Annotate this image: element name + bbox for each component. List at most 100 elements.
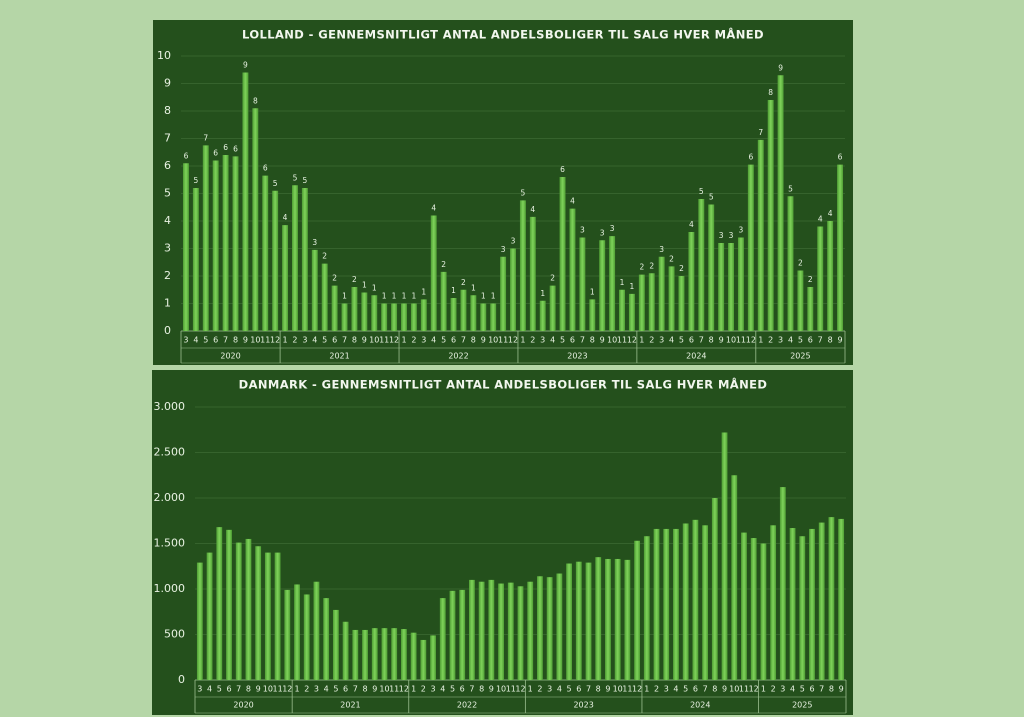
bar bbox=[728, 243, 735, 331]
x-tick-label: 8 bbox=[709, 336, 714, 345]
data-label: 6 bbox=[748, 153, 753, 162]
x-tick-label: 11 bbox=[506, 685, 516, 694]
data-label: 5 bbox=[709, 193, 714, 202]
x-tick-label: 2 bbox=[530, 336, 535, 345]
x-tick-label: 2 bbox=[292, 336, 297, 345]
bar bbox=[519, 200, 526, 331]
x-tick-label: 5 bbox=[217, 685, 222, 694]
bar bbox=[282, 225, 289, 331]
bar bbox=[410, 303, 417, 331]
x-tick-label: 5 bbox=[798, 336, 803, 345]
x-tick-label: 9 bbox=[256, 685, 261, 694]
x-tick-label: 11 bbox=[379, 336, 389, 345]
x-tick-label: 9 bbox=[719, 336, 724, 345]
y-tick-label: 2.000 bbox=[154, 491, 186, 504]
bar bbox=[643, 536, 650, 680]
x-tick-label: 7 bbox=[223, 336, 228, 345]
data-label: 1 bbox=[451, 286, 456, 295]
x-tick-label: 1 bbox=[639, 336, 644, 345]
bar bbox=[668, 266, 675, 331]
x-group-label: 2024 bbox=[690, 701, 710, 710]
x-tick-label: 3 bbox=[302, 336, 307, 345]
x-tick-label: 3 bbox=[314, 685, 319, 694]
bar bbox=[789, 528, 796, 680]
data-label: 1 bbox=[630, 282, 635, 291]
x-tick-label: 10 bbox=[726, 336, 736, 345]
bar bbox=[420, 639, 427, 680]
data-label: 3 bbox=[719, 231, 724, 240]
data-label: 2 bbox=[550, 274, 555, 283]
x-tick-label: 8 bbox=[246, 685, 251, 694]
bar bbox=[718, 243, 725, 331]
y-tick-label: 6 bbox=[164, 159, 171, 172]
bar bbox=[767, 100, 774, 331]
data-label: 9 bbox=[778, 63, 783, 72]
x-group-label: 2020 bbox=[220, 352, 240, 361]
x-tick-label: 4 bbox=[673, 685, 678, 694]
y-tick-label: 0 bbox=[178, 673, 185, 686]
x-tick-label: 6 bbox=[693, 685, 698, 694]
x-tick-label: 5 bbox=[322, 336, 327, 345]
data-label: 2 bbox=[639, 263, 644, 272]
x-tick-label: 4 bbox=[207, 685, 212, 694]
bar bbox=[381, 303, 388, 331]
bar bbox=[688, 232, 695, 331]
data-label: 3 bbox=[659, 245, 664, 254]
data-label: 8 bbox=[253, 96, 258, 105]
x-tick-label: 5 bbox=[800, 685, 805, 694]
x-tick-label: 10 bbox=[369, 336, 379, 345]
x-tick-label: 5 bbox=[203, 336, 208, 345]
bar bbox=[321, 263, 328, 331]
bar bbox=[559, 177, 566, 331]
bar bbox=[827, 221, 834, 331]
bar bbox=[777, 75, 784, 331]
bar bbox=[264, 552, 271, 680]
y-tick-label: 5 bbox=[164, 187, 171, 200]
bar bbox=[507, 582, 514, 680]
bar bbox=[653, 528, 660, 680]
data-label: 2 bbox=[649, 261, 654, 270]
bar bbox=[556, 573, 563, 680]
bar bbox=[351, 287, 358, 331]
bar bbox=[747, 164, 754, 331]
bar bbox=[202, 145, 209, 331]
y-tick-label: 3.000 bbox=[154, 400, 186, 413]
x-tick-label: 2 bbox=[537, 685, 542, 694]
bar bbox=[589, 299, 596, 331]
bar bbox=[702, 525, 709, 680]
x-tick-label: 4 bbox=[193, 336, 198, 345]
data-label: 3 bbox=[610, 224, 615, 233]
chart-title: LOLLAND - GENNEMSNITLIGT ANTAL ANDELSBOL… bbox=[242, 27, 764, 42]
data-label: 6 bbox=[213, 149, 218, 158]
x-tick-label: 7 bbox=[699, 336, 704, 345]
data-label: 4 bbox=[828, 209, 833, 218]
bar bbox=[799, 536, 806, 680]
bar bbox=[291, 185, 298, 331]
bar bbox=[331, 285, 338, 331]
x-tick-label: 3 bbox=[540, 336, 545, 345]
bar bbox=[757, 139, 764, 331]
bar bbox=[470, 295, 477, 331]
x-tick-label: 9 bbox=[481, 336, 486, 345]
x-tick-label: 8 bbox=[479, 685, 484, 694]
x-tick-label: 4 bbox=[790, 685, 795, 694]
x-tick-label: 1 bbox=[758, 336, 763, 345]
bar bbox=[478, 581, 485, 680]
x-tick-label: 6 bbox=[451, 336, 456, 345]
data-label: 3 bbox=[580, 226, 585, 235]
x-group-label: 2021 bbox=[329, 352, 349, 361]
x-tick-label: 10 bbox=[488, 336, 498, 345]
x-tick-label: 7 bbox=[818, 336, 823, 345]
bar bbox=[352, 629, 359, 680]
x-tick-label: 7 bbox=[586, 685, 591, 694]
bar bbox=[469, 579, 475, 680]
data-label: 7 bbox=[203, 133, 208, 142]
x-tick-label: 3 bbox=[197, 685, 202, 694]
y-tick-label: 1.500 bbox=[154, 537, 186, 550]
x-tick-label: 9 bbox=[243, 336, 248, 345]
bar bbox=[420, 299, 427, 331]
bar bbox=[439, 598, 446, 680]
x-tick-label: 12 bbox=[746, 336, 756, 345]
bar bbox=[361, 292, 368, 331]
